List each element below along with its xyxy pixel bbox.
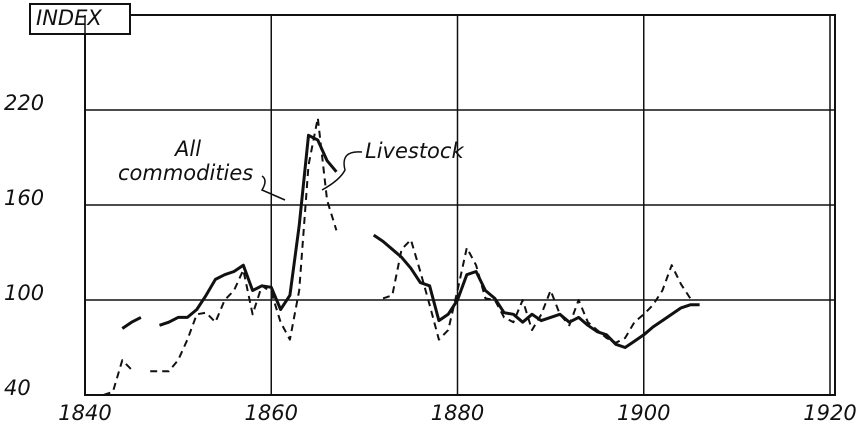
y-tick-label: 40	[4, 376, 31, 400]
y-tick-label: 100	[4, 281, 44, 305]
leader-line	[260, 175, 286, 201]
series-label: All commodities	[118, 137, 253, 185]
leader-line	[321, 151, 363, 191]
x-tick-label: 1860	[245, 401, 298, 425]
y-tick-label: 220	[4, 91, 44, 115]
series-label: Livestock	[365, 139, 464, 163]
x-tick-label: 1840	[58, 401, 111, 425]
x-tick-label: 1920	[803, 401, 856, 425]
series-line	[103, 116, 692, 396]
x-tick-label: 1900	[617, 401, 670, 425]
series-line	[121, 133, 700, 349]
title-box	[29, 3, 131, 35]
x-tick-label: 1880	[431, 401, 484, 425]
y-tick-label: 160	[4, 186, 44, 210]
chart-title: INDEX	[36, 6, 102, 30]
